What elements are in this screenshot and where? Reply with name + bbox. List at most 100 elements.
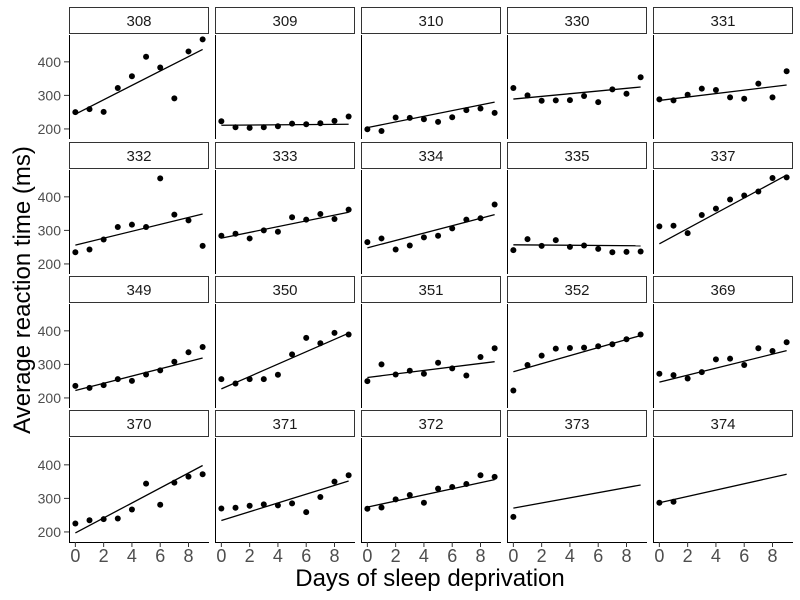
facet-panel: 333 (215, 142, 355, 274)
x-tick-label: 8 (475, 546, 485, 566)
x-tick-label: 2 (537, 546, 547, 566)
data-point (538, 352, 545, 359)
facet-strip-label: 330 (564, 13, 589, 30)
facet-strip-label: 310 (418, 13, 443, 30)
data-point (274, 123, 281, 130)
data-point (769, 347, 776, 354)
data-point (171, 95, 178, 102)
data-point (435, 485, 442, 492)
data-point (524, 92, 531, 99)
y-tick-label: 400 (38, 189, 62, 205)
fit-line (659, 350, 787, 383)
data-point (303, 509, 310, 516)
data-point (100, 516, 107, 523)
facet-panel: 373 0 2 4 6 8 (507, 410, 647, 566)
data-point (477, 105, 484, 112)
x-tick-label: 6 (739, 546, 749, 566)
facet-strip-label: 309 (272, 13, 297, 30)
data-point (727, 94, 734, 101)
data-point (364, 378, 371, 385)
data-point (435, 232, 442, 239)
facet-strip (215, 7, 355, 34)
data-point (538, 242, 545, 249)
data-point (86, 246, 93, 253)
y-tick-label: 400 (38, 54, 62, 70)
data-point (698, 211, 705, 218)
data-point (406, 242, 413, 249)
data-point (566, 344, 573, 351)
data-point (420, 499, 427, 506)
x-tick-label: 8 (767, 546, 777, 566)
facet-panel: 374 0 2 4 6 8 (653, 410, 793, 566)
data-point (86, 384, 93, 391)
data-point (143, 224, 150, 231)
data-point (364, 239, 371, 246)
data-point (491, 345, 498, 352)
x-tick-label: 4 (711, 546, 721, 566)
data-point (783, 174, 790, 181)
data-point (538, 97, 545, 104)
facet-strip (507, 7, 647, 34)
x-tick-label: 0 (654, 546, 664, 566)
x-axis-title: Days of sleep deprivation (295, 565, 564, 592)
facet-panel: 370 0 2 4 6 8 200 300 400 (38, 410, 209, 566)
data-point (378, 127, 385, 134)
data-point (609, 249, 616, 256)
data-point (185, 473, 192, 480)
data-point (463, 216, 470, 223)
data-point (232, 504, 239, 511)
data-point (684, 375, 691, 382)
data-point (185, 349, 192, 356)
data-point (656, 370, 663, 377)
data-point (72, 109, 79, 116)
data-point (769, 94, 776, 101)
data-point (157, 64, 164, 71)
facet-strip-label: 372 (418, 416, 443, 433)
facet-strip-label: 352 (564, 282, 589, 299)
data-point (260, 376, 267, 383)
data-point (510, 513, 517, 520)
facet-strip-label: 308 (126, 13, 151, 30)
facet-strip (215, 410, 355, 437)
data-point (260, 501, 267, 508)
data-point (741, 95, 748, 102)
data-point (656, 96, 663, 103)
facet-strip (507, 276, 647, 303)
data-point (274, 371, 281, 378)
data-point (755, 188, 762, 195)
facet-strip (361, 7, 501, 34)
data-point (364, 505, 371, 512)
fit-line (367, 101, 495, 129)
y-tick-label: 400 (38, 323, 62, 339)
facet-panel: 310 (361, 7, 501, 139)
facet-panel: 332 200 300 400 (38, 142, 209, 274)
data-point (477, 215, 484, 222)
y-tick-label: 300 (38, 222, 62, 238)
data-point (783, 339, 790, 346)
data-point (171, 211, 178, 218)
fit-line (75, 357, 203, 392)
data-point (656, 223, 663, 230)
x-tick-label: 8 (621, 546, 631, 566)
y-tick-label: 300 (38, 87, 62, 103)
x-tick-label: 8 (183, 546, 193, 566)
data-point (581, 344, 588, 351)
data-point (510, 247, 517, 254)
data-point (755, 80, 762, 87)
facet-panel: 335 (507, 142, 647, 274)
data-point (378, 361, 385, 368)
data-point (637, 331, 644, 338)
fit-line (659, 174, 787, 245)
data-point (317, 494, 324, 501)
data-point (755, 345, 762, 352)
fit-line (75, 48, 203, 115)
fit-line (221, 480, 349, 522)
data-point (449, 365, 456, 372)
data-point (72, 249, 79, 256)
data-point (449, 114, 456, 121)
data-point (449, 483, 456, 490)
facet-panel: 352 (507, 276, 647, 408)
data-point (128, 377, 135, 384)
y-tick-label: 200 (38, 524, 62, 540)
data-point (510, 387, 517, 394)
